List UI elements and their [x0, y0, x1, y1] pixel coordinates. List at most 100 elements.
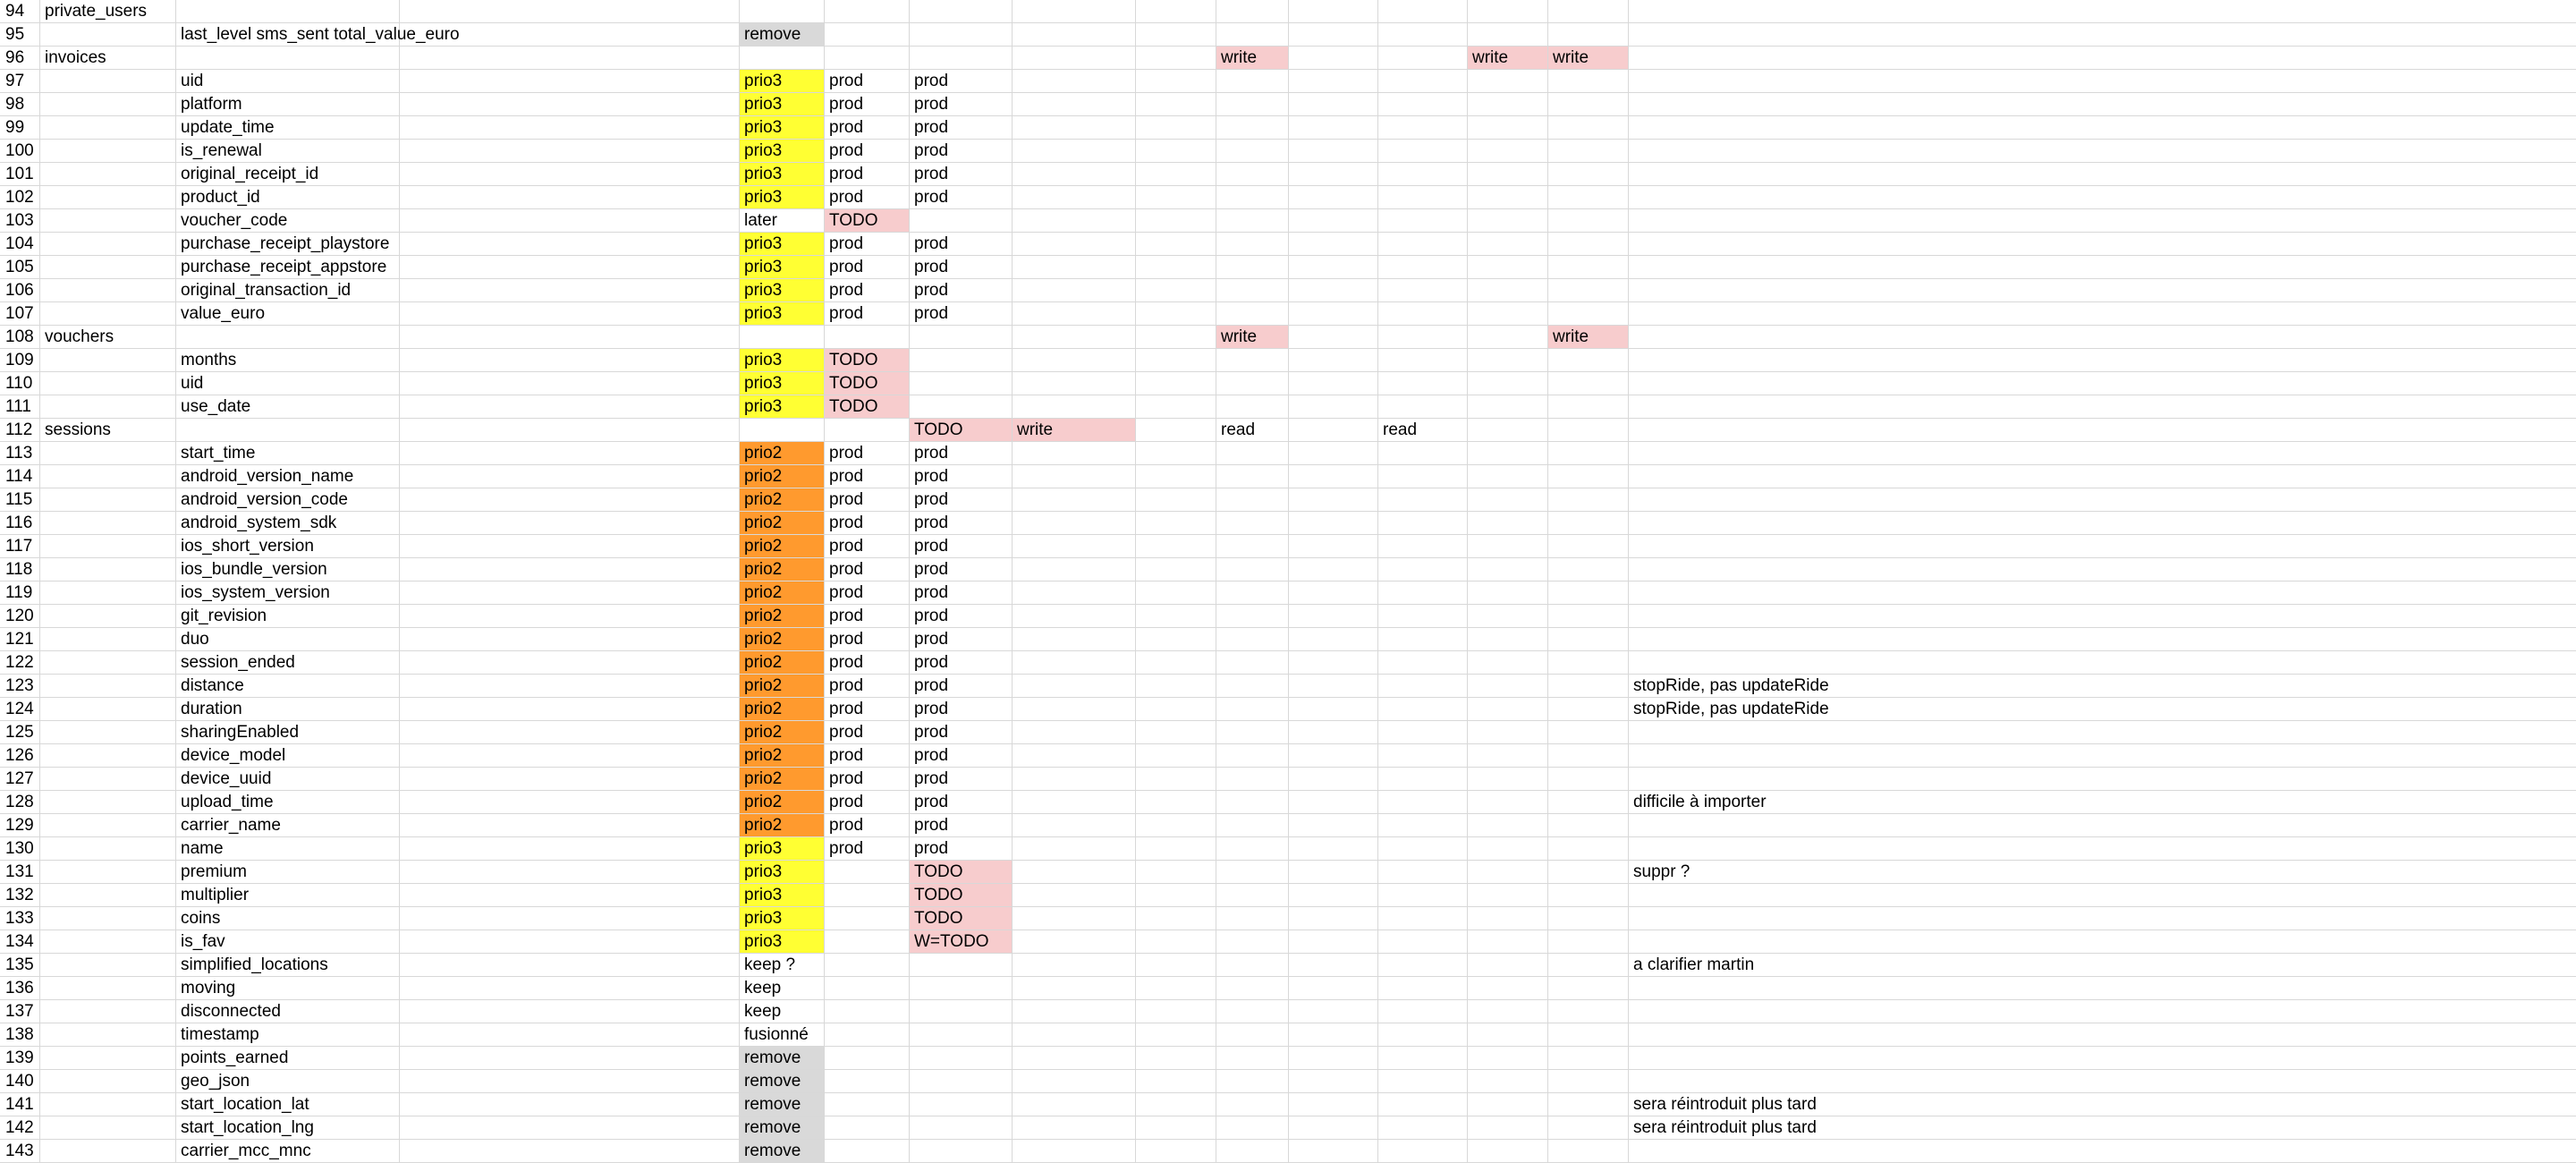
sheet-cell[interactable]: [1289, 721, 1378, 743]
sheet-cell[interactable]: [1468, 512, 1548, 534]
sheet-cell[interactable]: [40, 256, 176, 278]
sheet-cell[interactable]: [910, 1070, 1013, 1092]
sheet-cell[interactable]: [1629, 488, 2465, 511]
sheet-cell[interactable]: name: [176, 837, 400, 860]
sheet-cell[interactable]: [1468, 861, 1548, 883]
sheet-cell[interactable]: [1216, 465, 1289, 488]
sheet-cell[interactable]: [1548, 186, 1629, 208]
row-number[interactable]: 127: [0, 768, 40, 790]
sheet-cell[interactable]: [1629, 1070, 2465, 1092]
sheet-cell[interactable]: write: [1216, 47, 1289, 69]
sheet-cell[interactable]: [1289, 675, 1378, 697]
sheet-cell[interactable]: [1468, 70, 1548, 92]
sheet-cell[interactable]: [1013, 837, 1136, 860]
sheet-cell[interactable]: [1013, 465, 1136, 488]
sheet-cell[interactable]: [1378, 1047, 1468, 1069]
sheet-cell[interactable]: [1216, 23, 1289, 46]
sheet-cell[interactable]: [1289, 23, 1378, 46]
row-number[interactable]: 133: [0, 907, 40, 930]
sheet-cell[interactable]: [1216, 582, 1289, 604]
sheet-cell[interactable]: product_id: [176, 186, 400, 208]
sheet-cell[interactable]: [40, 582, 176, 604]
sheet-cell[interactable]: prod: [825, 163, 910, 185]
sheet-cell[interactable]: [1013, 279, 1136, 301]
sheet-cell[interactable]: prod: [825, 465, 910, 488]
sheet-cell[interactable]: device_uuid: [176, 768, 400, 790]
sheet-cell[interactable]: [1378, 977, 1468, 999]
sheet-cell[interactable]: voucher_code: [176, 209, 400, 232]
sheet-cell[interactable]: vouchers: [40, 326, 176, 348]
sheet-cell[interactable]: [1216, 814, 1289, 836]
sheet-cell[interactable]: [825, 419, 910, 441]
sheet-cell[interactable]: prio2: [740, 651, 825, 674]
sheet-cell[interactable]: prod: [825, 721, 910, 743]
sheet-cell[interactable]: [825, 1140, 910, 1162]
sheet-cell[interactable]: [1216, 93, 1289, 115]
sheet-cell[interactable]: [1136, 372, 1216, 395]
sheet-cell[interactable]: [1548, 0, 1629, 22]
sheet-cell[interactable]: [1013, 744, 1136, 767]
sheet-cell[interactable]: [1378, 884, 1468, 906]
row-number[interactable]: 130: [0, 837, 40, 860]
sheet-cell[interactable]: [1629, 1140, 2465, 1162]
sheet-cell[interactable]: [1289, 279, 1378, 301]
sheet-cell[interactable]: [1468, 1000, 1548, 1023]
sheet-cell[interactable]: prio2: [740, 605, 825, 627]
sheet-cell[interactable]: [1548, 488, 1629, 511]
sheet-cell[interactable]: [1216, 186, 1289, 208]
sheet-cell[interactable]: [1136, 395, 1216, 418]
row-number[interactable]: 123: [0, 675, 40, 697]
sheet-cell[interactable]: [1378, 0, 1468, 22]
sheet-cell[interactable]: prod: [825, 70, 910, 92]
sheet-cell[interactable]: [176, 47, 400, 69]
sheet-cell[interactable]: write: [1216, 326, 1289, 348]
sheet-cell[interactable]: [1013, 558, 1136, 581]
sheet-cell[interactable]: [1013, 512, 1136, 534]
sheet-cell[interactable]: [1136, 744, 1216, 767]
row-number[interactable]: 97: [0, 70, 40, 92]
sheet-cell[interactable]: [1013, 977, 1136, 999]
sheet-cell[interactable]: [1629, 140, 2465, 162]
sheet-cell[interactable]: [400, 675, 740, 697]
sheet-cell[interactable]: [1629, 814, 2465, 836]
row-number[interactable]: 110: [0, 372, 40, 395]
sheet-cell[interactable]: [1216, 70, 1289, 92]
sheet-cell[interactable]: [740, 326, 825, 348]
sheet-cell[interactable]: [825, 907, 910, 930]
sheet-cell[interactable]: [1548, 675, 1629, 697]
sheet-cell[interactable]: prod: [910, 628, 1013, 650]
sheet-cell[interactable]: prod: [910, 675, 1013, 697]
sheet-cell[interactable]: [1013, 302, 1136, 325]
sheet-cell[interactable]: [825, 0, 910, 22]
sheet-cell[interactable]: [1468, 163, 1548, 185]
sheet-cell[interactable]: [1289, 930, 1378, 953]
sheet-cell[interactable]: simplified_locations: [176, 954, 400, 976]
sheet-cell[interactable]: [1629, 837, 2465, 860]
sheet-cell[interactable]: prod: [910, 302, 1013, 325]
sheet-cell[interactable]: months: [176, 349, 400, 371]
sheet-cell[interactable]: [1289, 256, 1378, 278]
sheet-cell[interactable]: [1013, 93, 1136, 115]
sheet-cell[interactable]: [1468, 395, 1548, 418]
sheet-cell[interactable]: [1289, 1093, 1378, 1116]
sheet-cell[interactable]: [1378, 535, 1468, 557]
sheet-cell[interactable]: [1629, 535, 2465, 557]
sheet-cell[interactable]: prio3: [740, 140, 825, 162]
sheet-cell[interactable]: [40, 186, 176, 208]
sheet-cell[interactable]: a clarifier martin: [1633, 955, 1755, 974]
sheet-cell[interactable]: [400, 1023, 740, 1046]
sheet-cell[interactable]: update_time: [176, 116, 400, 139]
sheet-cell[interactable]: [40, 116, 176, 139]
sheet-cell[interactable]: [1468, 186, 1548, 208]
sheet-cell[interactable]: [1378, 140, 1468, 162]
sheet-cell[interactable]: [1013, 675, 1136, 697]
sheet-cell[interactable]: [1468, 884, 1548, 906]
sheet-cell[interactable]: remove: [740, 1140, 825, 1162]
sheet-cell[interactable]: [1216, 233, 1289, 255]
sheet-cell[interactable]: android_version_code: [176, 488, 400, 511]
sheet-cell[interactable]: prod: [910, 582, 1013, 604]
sheet-cell[interactable]: TODO: [825, 209, 910, 232]
sheet-cell[interactable]: [1629, 442, 2465, 464]
sheet-cell[interactable]: [1548, 651, 1629, 674]
sheet-cell[interactable]: [1468, 977, 1548, 999]
